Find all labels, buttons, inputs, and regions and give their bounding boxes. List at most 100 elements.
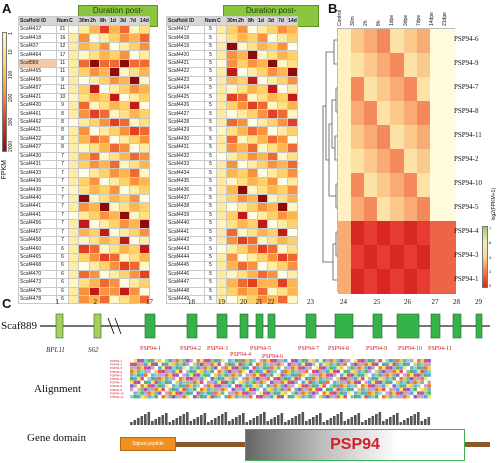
alignment-residue xyxy=(277,380,281,384)
heat-cell xyxy=(226,219,239,229)
alignment-residue xyxy=(151,391,155,395)
scaffold-id-cell: Scaf4419 xyxy=(166,41,205,52)
alignment-residue xyxy=(322,369,326,374)
heat-cell xyxy=(287,286,299,297)
alignment-residue xyxy=(375,387,379,392)
heat-cell xyxy=(139,24,151,35)
num-cell: 5 xyxy=(203,278,218,288)
conservation-bar xyxy=(305,421,308,425)
alignment-residue xyxy=(315,369,319,374)
conservation-bar xyxy=(210,420,214,425)
table-row: Scaf4431 7 xyxy=(18,159,151,170)
alignment-residue xyxy=(172,395,176,399)
heatmap-cell xyxy=(442,125,457,150)
alignment-residue xyxy=(305,369,309,374)
heat-cell xyxy=(237,92,249,102)
alignment-residue xyxy=(224,373,228,377)
legend-tick: 0 xyxy=(489,283,492,288)
alignment-residue xyxy=(200,380,204,384)
heat-cell xyxy=(226,168,239,178)
alignment-residue xyxy=(354,391,358,395)
heat-cell xyxy=(78,193,91,204)
heat-cell xyxy=(78,126,91,136)
heat-cell xyxy=(247,185,259,195)
alignment-residue xyxy=(406,377,410,381)
alignment-residue xyxy=(427,373,431,377)
heat-cell xyxy=(226,84,239,94)
heat-cell xyxy=(109,210,121,221)
heatmap-cell xyxy=(390,29,405,54)
table-row: Scaf4444 5 xyxy=(166,252,299,263)
heat-cell xyxy=(129,67,141,77)
table-header-row: Scaffold ID Num C 30m 2h 8h 1d 3d 7d 14d xyxy=(18,16,151,26)
heat-cell xyxy=(287,269,299,280)
heat-cell xyxy=(226,193,239,204)
heatmap-row-label: PSP94-11 xyxy=(454,131,482,139)
heatmap-cell xyxy=(403,53,418,78)
psp-gene-label: PSP94-5 xyxy=(250,346,272,352)
conservation-bar xyxy=(182,414,186,425)
table-row: Scaf4447 5 xyxy=(166,278,299,288)
heat-cell xyxy=(287,100,299,111)
heat-cell xyxy=(78,244,91,254)
heat-cell xyxy=(226,33,239,43)
heat-cell xyxy=(237,219,249,229)
num-cell: 5 xyxy=(203,219,218,229)
heatmap-cell xyxy=(364,149,378,174)
heat-cell xyxy=(139,168,151,178)
num-cell: 7 xyxy=(55,185,70,195)
alignment-residue xyxy=(210,377,214,381)
psp94-domain-label: PSP94 xyxy=(330,436,380,453)
alignment-residue xyxy=(168,362,172,366)
alignment-residue xyxy=(263,380,267,384)
alignment-residue xyxy=(354,369,358,374)
heat-cell xyxy=(277,92,289,102)
alignment-residue xyxy=(259,373,263,377)
alignment-residue xyxy=(130,377,134,381)
alignment-residue xyxy=(361,395,365,399)
alignment-residue xyxy=(284,391,288,395)
heat-cell xyxy=(226,41,239,52)
heatmap-cell xyxy=(351,245,365,270)
legend-tick: 4 xyxy=(489,254,492,260)
heatmap-cell xyxy=(338,245,352,270)
alignment-residue xyxy=(410,380,414,384)
conservation-bar xyxy=(340,412,343,425)
heat-cell xyxy=(216,168,228,178)
heatmap-cell xyxy=(364,269,378,294)
alignment-residue xyxy=(147,369,151,374)
alignment-residue xyxy=(158,380,162,384)
heat-cell xyxy=(109,41,121,52)
alignment-residue xyxy=(168,387,172,392)
heat-cell xyxy=(89,286,101,297)
conservation-bar xyxy=(354,415,357,425)
alignment-residue xyxy=(308,373,312,377)
scaffold-id-cell: Scaf4456 xyxy=(18,219,57,229)
alignment-residue xyxy=(368,384,372,388)
alignment-residue xyxy=(161,373,165,377)
table-row: Scaf4436 7 xyxy=(18,176,151,187)
heatmap-cell xyxy=(338,173,352,198)
alignment-residue xyxy=(291,395,295,399)
heat-cell xyxy=(257,24,269,35)
alignment-residue xyxy=(238,387,242,392)
heat-cell xyxy=(89,193,101,204)
heat-cell xyxy=(267,252,279,263)
table-row: Scaf4441 5 xyxy=(166,227,299,237)
heat-cell xyxy=(129,100,141,111)
conservation-bar xyxy=(140,416,144,425)
heat-cell xyxy=(267,109,279,119)
heat-cell xyxy=(226,278,239,288)
alignment-residue xyxy=(413,369,417,374)
heat-cell xyxy=(89,210,101,221)
num-cell: 5 xyxy=(203,58,218,69)
conservation-bar xyxy=(154,419,158,425)
heat-cell xyxy=(267,286,279,297)
alignment-residue xyxy=(144,387,148,392)
heatmap-cell xyxy=(364,125,378,150)
alignment-residue xyxy=(182,366,186,370)
scaffold-id-cell: Scaf4468 xyxy=(18,261,57,271)
heat-cell xyxy=(216,202,228,212)
heat-cell xyxy=(139,193,151,204)
alignment-residue xyxy=(242,366,246,370)
